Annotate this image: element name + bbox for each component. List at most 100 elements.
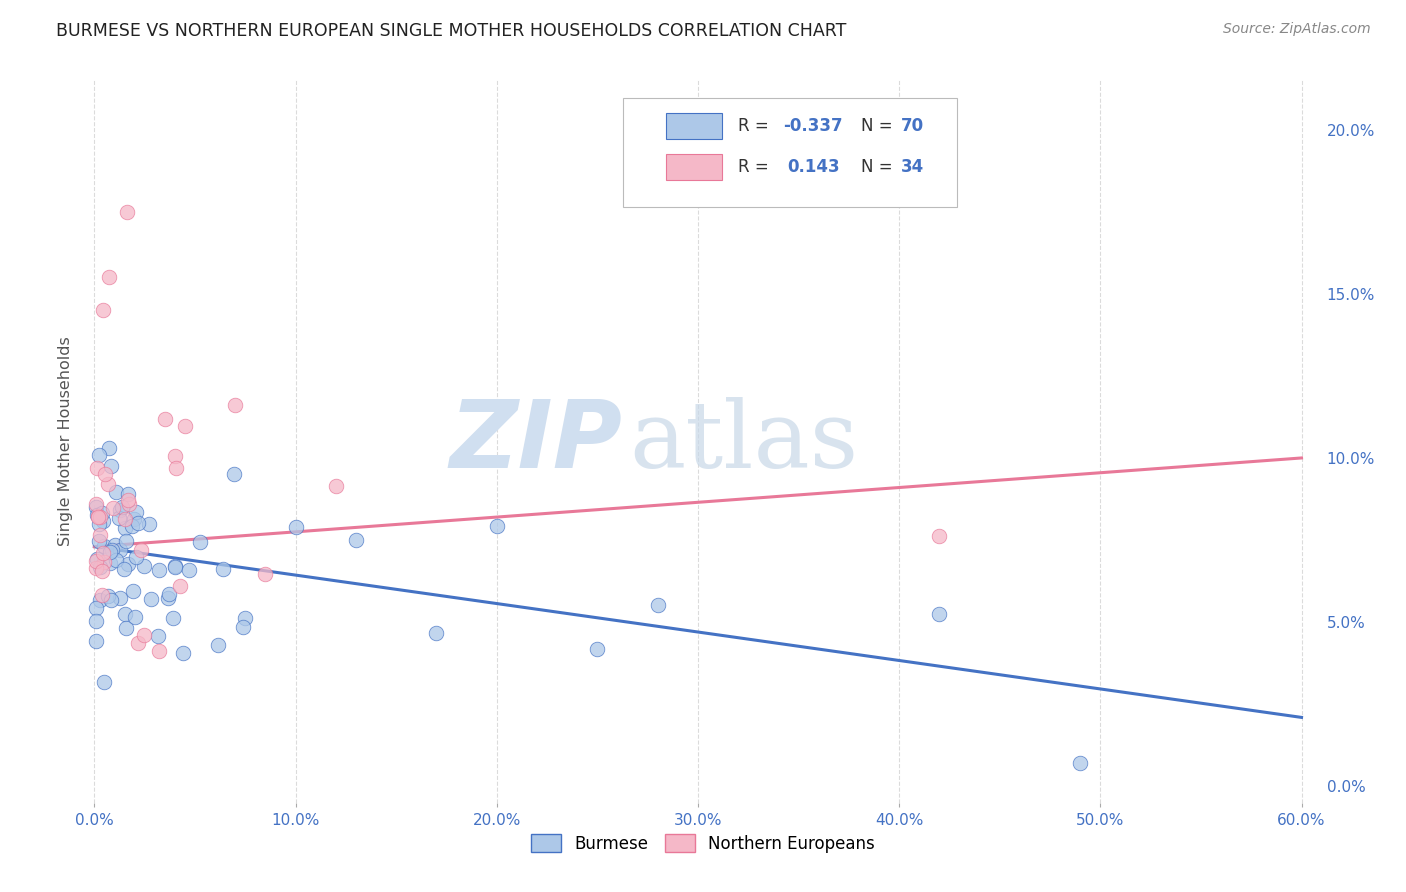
- Point: [1069, 756, 1091, 770]
- Point: [117, 493, 139, 508]
- Text: 34: 34: [901, 158, 924, 176]
- Bar: [666, 154, 721, 180]
- Point: [129, 542, 152, 557]
- Point: [83, 780, 105, 794]
- Point: [138, 516, 160, 531]
- Point: [91, 546, 114, 560]
- Point: [162, 610, 184, 624]
- Point: [114, 607, 136, 621]
- Point: [112, 562, 135, 576]
- Point: [86, 634, 108, 648]
- Point: [190, 535, 212, 549]
- Point: [86, 500, 108, 515]
- Point: [139, 592, 162, 607]
- Point: [108, 511, 131, 525]
- Point: [108, 591, 131, 605]
- Legend: Burmese, Northern Europeans: Burmese, Northern Europeans: [524, 828, 882, 860]
- Point: [118, 497, 141, 511]
- Point: [100, 593, 122, 607]
- Point: [163, 558, 186, 573]
- Point: [222, 467, 245, 482]
- Point: [232, 620, 254, 634]
- Point: [127, 516, 149, 531]
- Point: [115, 533, 138, 548]
- Text: N =: N =: [862, 158, 898, 176]
- Point: [114, 521, 136, 535]
- Point: [122, 584, 145, 599]
- Point: [928, 607, 950, 622]
- Point: [121, 519, 143, 533]
- Point: [224, 398, 246, 412]
- FancyBboxPatch shape: [623, 98, 956, 207]
- Point: [125, 549, 148, 564]
- Point: [94, 467, 117, 481]
- Point: [97, 589, 120, 603]
- Point: [89, 510, 111, 524]
- Point: [89, 533, 111, 548]
- Point: [87, 517, 110, 532]
- Point: [211, 562, 233, 576]
- Point: [165, 449, 187, 463]
- Point: [91, 514, 114, 528]
- Point: [115, 621, 138, 635]
- Point: [90, 588, 112, 602]
- Point: [174, 419, 197, 434]
- Y-axis label: Single Mother Households: Single Mother Households: [58, 336, 73, 547]
- Point: [325, 479, 347, 493]
- Point: [586, 642, 609, 657]
- Point: [124, 610, 146, 624]
- Point: [91, 303, 114, 318]
- Point: [124, 512, 146, 526]
- Point: [87, 510, 110, 524]
- Point: [93, 675, 115, 690]
- Point: [86, 508, 108, 523]
- Point: [117, 487, 139, 501]
- Point: [485, 519, 508, 533]
- Point: [91, 564, 114, 578]
- Point: [134, 628, 156, 642]
- Point: [86, 614, 108, 628]
- Point: [284, 520, 307, 534]
- Point: [86, 554, 108, 568]
- Point: [115, 204, 138, 219]
- Point: [148, 629, 170, 643]
- Point: [108, 543, 131, 558]
- Point: [105, 484, 128, 499]
- Point: [179, 563, 201, 577]
- Point: [127, 635, 149, 649]
- Point: [254, 567, 277, 582]
- Point: [101, 543, 124, 558]
- Point: [928, 529, 950, 543]
- Point: [86, 497, 108, 511]
- Point: [98, 556, 121, 570]
- Text: N =: N =: [862, 117, 898, 135]
- Point: [165, 560, 187, 574]
- Point: [124, 505, 146, 519]
- Text: R =: R =: [738, 158, 773, 176]
- Point: [86, 561, 108, 575]
- Point: [207, 638, 229, 652]
- Text: ZIP: ZIP: [450, 395, 623, 488]
- Text: 0.143: 0.143: [787, 158, 839, 176]
- Text: -0.337: -0.337: [783, 117, 844, 135]
- Point: [89, 448, 111, 462]
- Point: [169, 579, 191, 593]
- Point: [165, 461, 187, 475]
- Point: [157, 587, 180, 601]
- Point: [155, 412, 177, 426]
- Text: BURMESE VS NORTHERN EUROPEAN SINGLE MOTHER HOUSEHOLDS CORRELATION CHART: BURMESE VS NORTHERN EUROPEAN SINGLE MOTH…: [56, 22, 846, 40]
- Point: [173, 646, 195, 660]
- Point: [98, 545, 121, 559]
- Point: [104, 538, 127, 552]
- Point: [98, 441, 121, 455]
- Point: [90, 506, 112, 520]
- Point: [132, 559, 155, 574]
- Point: [89, 593, 111, 607]
- Point: [89, 528, 111, 542]
- Point: [117, 558, 139, 572]
- Point: [86, 509, 108, 524]
- Text: Source: ZipAtlas.com: Source: ZipAtlas.com: [1223, 22, 1371, 37]
- Point: [86, 601, 108, 615]
- Point: [89, 560, 111, 574]
- Point: [156, 591, 179, 606]
